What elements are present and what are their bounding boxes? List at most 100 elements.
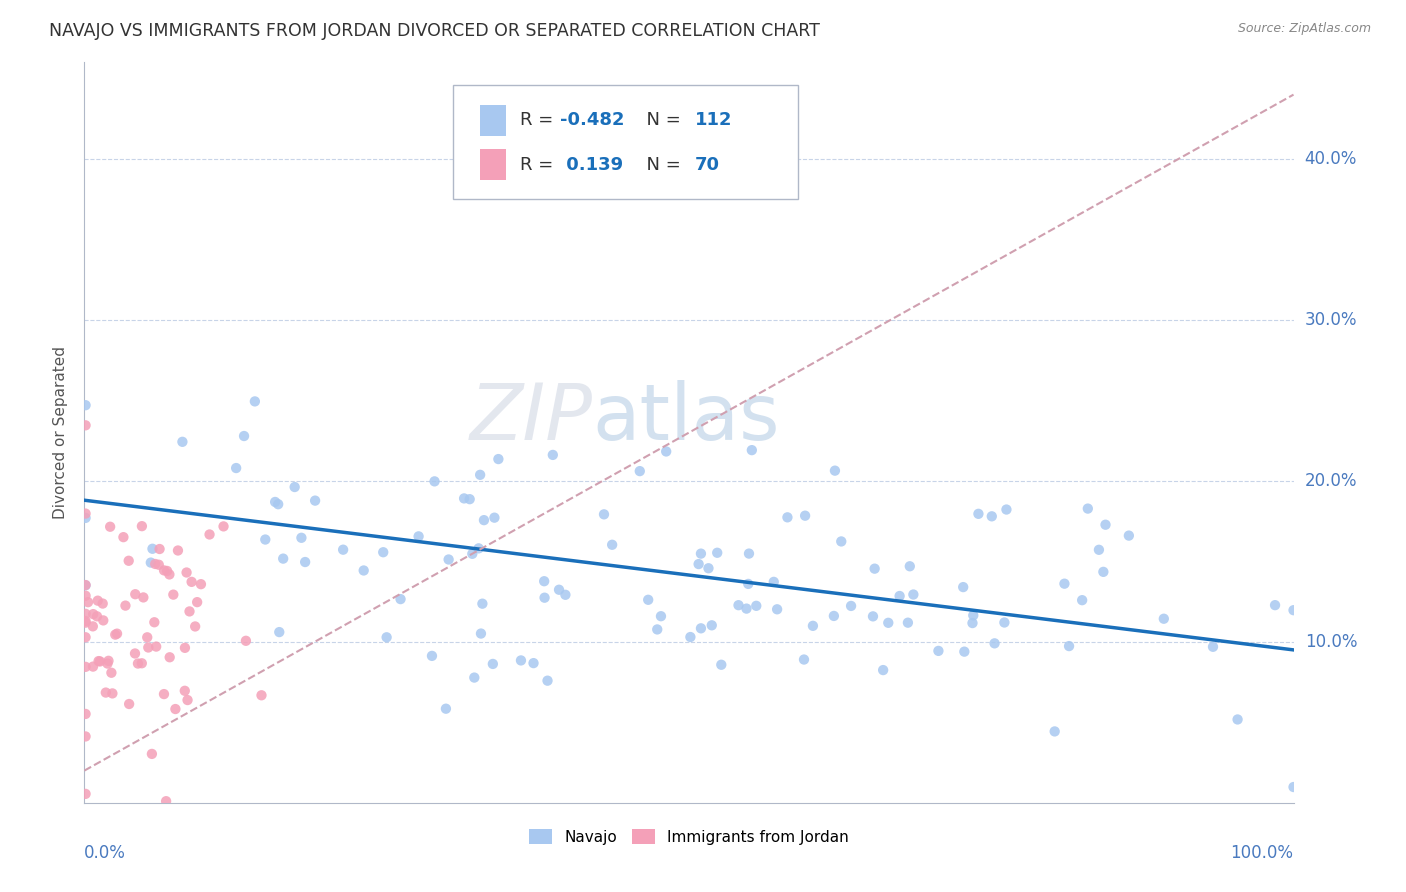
Point	[118, 554, 141, 568]
Point	[762, 574, 785, 589]
Point	[112, 530, 135, 544]
Point	[1092, 565, 1115, 579]
Point	[75, 630, 97, 644]
Point	[82, 607, 104, 621]
Text: 30.0%: 30.0%	[1305, 311, 1357, 329]
Point	[554, 588, 576, 602]
Text: N =: N =	[634, 112, 686, 129]
Text: 70: 70	[695, 155, 720, 174]
Point	[75, 578, 97, 592]
Point	[830, 534, 852, 549]
Point	[1282, 780, 1305, 794]
Text: atlas: atlas	[592, 380, 780, 456]
Point	[75, 614, 97, 628]
Point	[139, 556, 162, 570]
Point	[510, 653, 533, 667]
Point	[153, 687, 176, 701]
Point	[486, 452, 509, 467]
Point	[159, 650, 181, 665]
Point	[124, 647, 146, 661]
Point	[679, 630, 702, 644]
Point	[75, 589, 97, 603]
Point	[167, 543, 190, 558]
Point	[145, 640, 167, 654]
Point	[373, 545, 395, 559]
Point	[77, 595, 100, 609]
Point	[1043, 724, 1066, 739]
Point	[983, 636, 1005, 650]
Point	[737, 577, 759, 591]
Point	[437, 552, 460, 566]
FancyBboxPatch shape	[453, 85, 797, 200]
Point	[243, 394, 266, 409]
Point	[458, 492, 481, 507]
Point	[993, 615, 1015, 630]
Point	[903, 587, 925, 601]
Point	[179, 604, 201, 618]
Point	[96, 657, 118, 671]
Point	[897, 615, 920, 630]
Point	[824, 464, 846, 478]
Point	[793, 652, 815, 666]
Point	[600, 538, 623, 552]
Point	[741, 443, 763, 458]
Point	[118, 697, 141, 711]
Point	[294, 555, 316, 569]
Text: ZIP: ZIP	[470, 380, 592, 456]
Point	[97, 654, 120, 668]
Point	[898, 559, 921, 574]
Point	[148, 558, 170, 572]
Point	[250, 688, 273, 702]
Point	[269, 625, 291, 640]
Point	[650, 609, 672, 624]
Point	[89, 655, 111, 669]
Point	[173, 683, 195, 698]
Text: 10.0%: 10.0%	[1305, 632, 1357, 651]
Text: 112: 112	[695, 112, 733, 129]
Point	[156, 564, 179, 578]
Point	[304, 493, 326, 508]
Point	[141, 541, 163, 556]
Point	[176, 693, 198, 707]
Point	[75, 615, 97, 630]
Point	[533, 574, 555, 589]
Point	[284, 480, 307, 494]
Point	[889, 589, 911, 603]
Text: Source: ZipAtlas.com: Source: ZipAtlas.com	[1237, 22, 1371, 36]
Point	[1088, 542, 1111, 557]
Point	[136, 640, 159, 655]
Point	[471, 597, 494, 611]
Point	[434, 702, 457, 716]
Legend: Navajo, Immigrants from Jordan: Navajo, Immigrants from Jordan	[523, 822, 855, 851]
Point	[863, 562, 886, 576]
Point	[75, 730, 97, 744]
Point	[522, 656, 544, 670]
Point	[1202, 640, 1225, 654]
Point	[1071, 593, 1094, 607]
Point	[472, 513, 495, 527]
Point	[533, 591, 555, 605]
Point	[82, 619, 104, 633]
Point	[233, 429, 256, 443]
Point	[776, 510, 799, 524]
Point	[75, 511, 97, 525]
Point	[155, 794, 177, 808]
Point	[75, 706, 97, 721]
Point	[132, 591, 155, 605]
Point	[98, 520, 121, 534]
Text: R =: R =	[520, 155, 558, 174]
Point	[962, 608, 984, 623]
Point	[980, 509, 1002, 524]
Point	[995, 502, 1018, 516]
Point	[254, 533, 277, 547]
Text: 20.0%: 20.0%	[1305, 472, 1357, 490]
Point	[75, 398, 97, 412]
Point	[593, 508, 616, 522]
Point	[190, 577, 212, 591]
Point	[165, 702, 187, 716]
Text: 0.139: 0.139	[560, 155, 623, 174]
Point	[690, 547, 713, 561]
Point	[628, 464, 651, 478]
Point	[1057, 639, 1080, 653]
Point	[953, 645, 976, 659]
